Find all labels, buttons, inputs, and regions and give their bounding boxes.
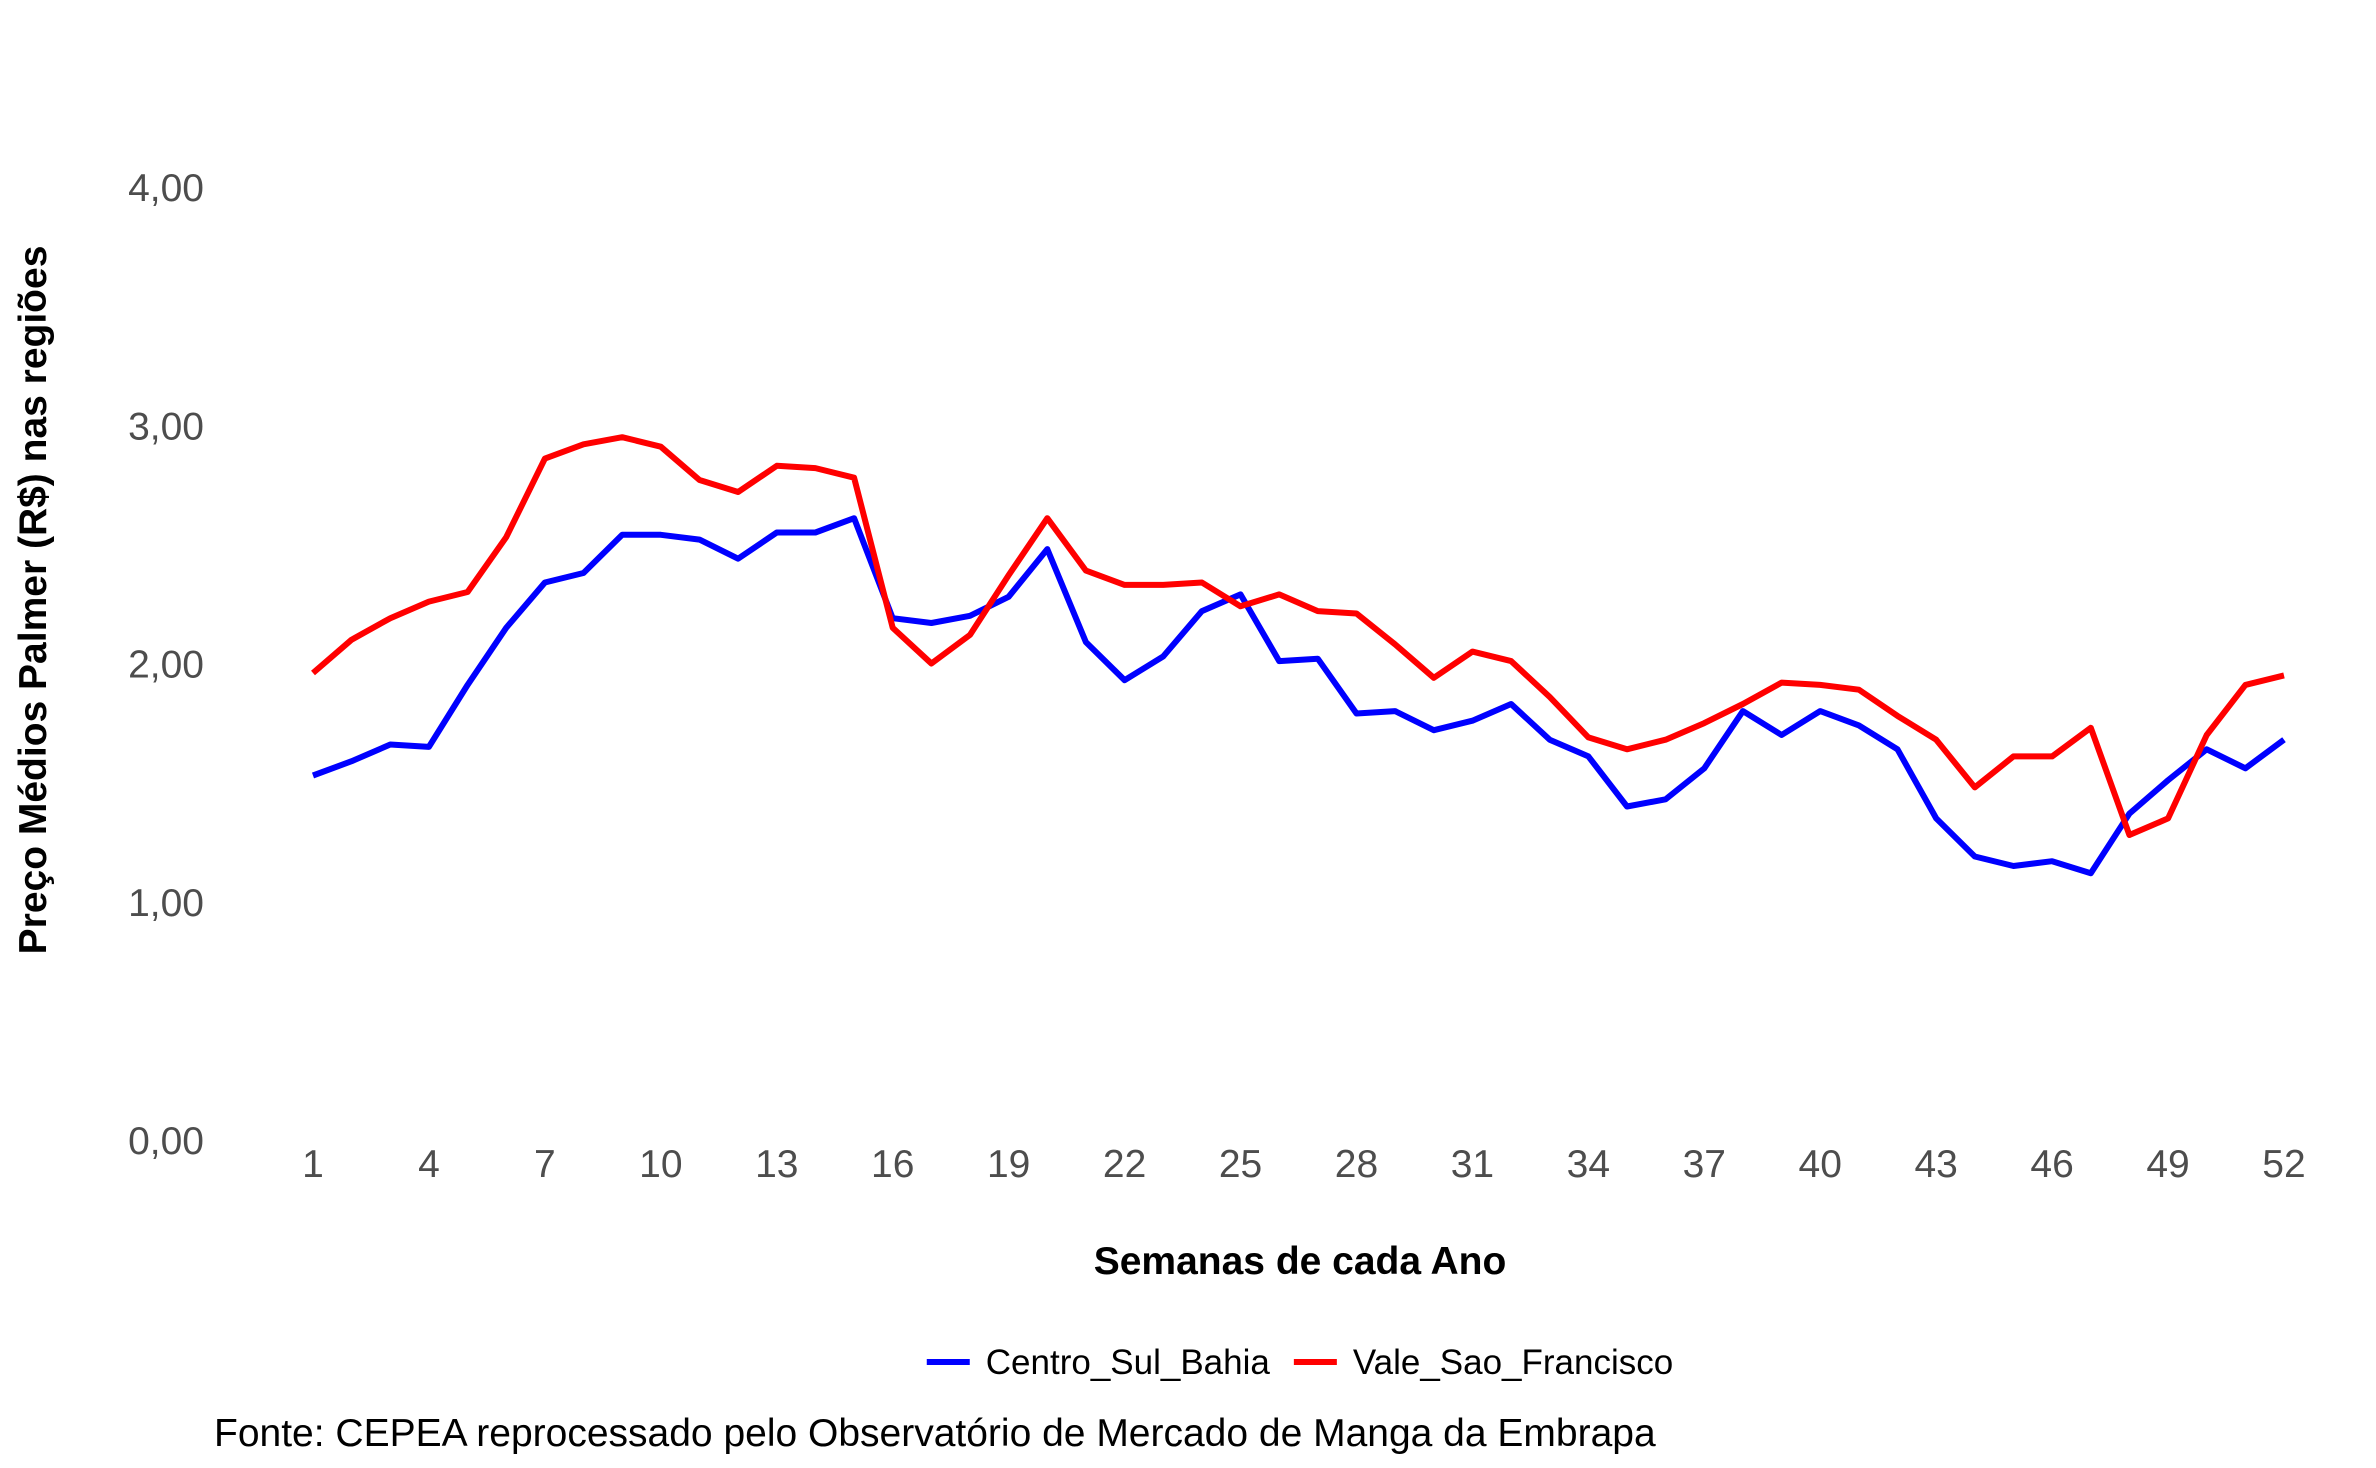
x-tick-label: 19 bbox=[987, 1143, 1030, 1186]
x-axis-title: Semanas de cada Ano bbox=[1094, 1240, 1507, 1283]
series-line-vale-sao-francisco bbox=[311, 434, 2285, 838]
legend-label: Centro_Sul_Bahia bbox=[986, 1343, 1271, 1382]
series-line-centro-sul-bahia bbox=[311, 515, 2286, 877]
x-tick-label: 13 bbox=[755, 1143, 798, 1186]
x-tick-label: 43 bbox=[1914, 1143, 1957, 1186]
series-lines bbox=[311, 434, 2286, 877]
x-tick-label: 10 bbox=[639, 1143, 682, 1186]
x-tick-label: 1 bbox=[302, 1143, 324, 1186]
y-tick-label: 4,00 bbox=[128, 167, 204, 210]
x-tick-label: 37 bbox=[1683, 1143, 1726, 1186]
x-axis-ticks: 1 4 7 10 13 16 19 22 25 28 31 34 37 40 43 46 49 52 bbox=[302, 1143, 2306, 1186]
y-tick-label: 0,00 bbox=[128, 1120, 204, 1163]
x-tick-label: 25 bbox=[1219, 1143, 1262, 1186]
y-tick-label: 2,00 bbox=[128, 644, 204, 687]
x-tick-label: 31 bbox=[1451, 1143, 1494, 1186]
x-tick-label: 22 bbox=[1103, 1143, 1146, 1186]
x-tick-label: 40 bbox=[1799, 1143, 1842, 1186]
x-tick-label: 16 bbox=[871, 1143, 914, 1186]
x-tick-label: 28 bbox=[1335, 1143, 1378, 1186]
x-tick-label: 46 bbox=[2030, 1143, 2073, 1186]
legend-label: Vale_Sao_Francisco bbox=[1353, 1343, 1673, 1382]
legend: Centro_Sul_Bahia Vale_Sao_Francisco bbox=[926, 1343, 1673, 1382]
x-tick-label: 4 bbox=[418, 1143, 440, 1186]
x-tick-label: 52 bbox=[2262, 1143, 2305, 1186]
y-tick-label: 3,00 bbox=[128, 405, 204, 448]
source-caption: Fonte: CEPEA reprocessado pelo Observató… bbox=[214, 1412, 1656, 1455]
x-tick-label: 7 bbox=[534, 1143, 556, 1186]
x-tick-label: 34 bbox=[1567, 1143, 1610, 1186]
x-tick-label: 49 bbox=[2146, 1143, 2189, 1186]
y-axis-ticks: 0,00 1,00 2,00 3,00 4,00 bbox=[128, 167, 204, 1163]
y-tick-label: 1,00 bbox=[128, 882, 204, 925]
y-axis-title: Preço Médios Palmer (R$) nas regiões bbox=[12, 246, 55, 955]
